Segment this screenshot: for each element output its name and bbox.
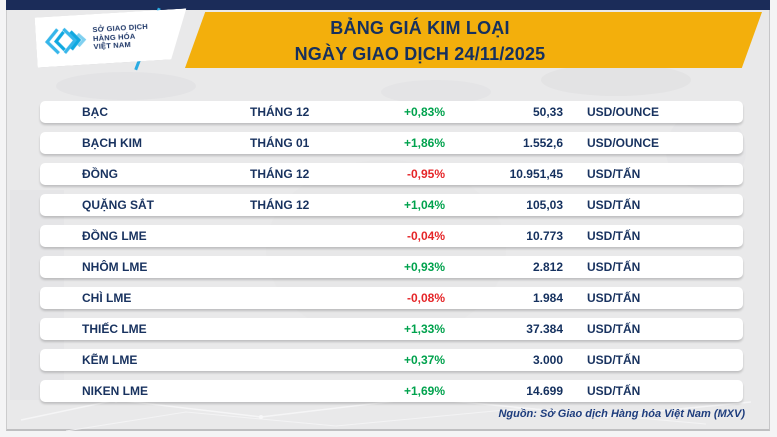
price-value: 1.984 [532,291,563,305]
price-unit: USD/OUNCE [587,136,660,150]
table-row: ĐỒNG THÁNG 12 -0,95% 10.951,45 USD/TẤN [40,163,743,185]
logo-card: SỞ GIAO DỊCH HÀNG HÓA VIỆT NAM [35,8,190,67]
price-unit: USD/TẤN [587,167,641,181]
price-value: 37.384 [526,322,563,336]
commodity-name: CHÌ LME [82,291,132,305]
commodity-name: THIẾC LME [82,322,147,336]
source-credit: Nguồn: Sở Giao dịch Hàng hóa Việt Nam (M… [498,408,745,420]
price-value: 2.812 [532,260,563,274]
contract-month: THÁNG 12 [250,167,310,181]
price-value: 10.951,45 [509,167,563,181]
table-row: QUẶNG SẮT THÁNG 12 +1,04% 105,03 USD/TẤN [40,194,743,216]
title-line-1: BẢNG GIÁ KIM LOẠI [330,18,510,38]
contract-month: THÁNG 12 [250,105,310,119]
commodity-name: BẠCH KIM [82,136,142,150]
price-unit: USD/TẤN [587,198,641,212]
price-value: 10.773 [526,229,563,243]
price-unit: USD/TẤN [587,260,641,274]
table-row: NIKEN LME +1,69% 14.699 USD/TẤN [40,380,743,402]
table-row: NHÔM LME +0,93% 2.812 USD/TẤN [40,256,743,278]
commodity-name: NIKEN LME [82,384,148,398]
commodity-name: BẠC [82,105,108,119]
price-change: +1,86% [403,136,445,150]
table-row: KẼM LME +0,37% 3.000 USD/TẤN [40,349,743,371]
price-change: -0,08% [406,291,445,305]
commodity-name: ĐỒNG [82,167,118,181]
price-change: +1,04% [403,198,445,212]
logo-text-line-3: VIỆT NAM [93,40,132,52]
price-value: 3.000 [532,353,563,367]
price-change: +0,37% [403,353,445,367]
price-value: 50,33 [532,105,563,119]
price-value: 14.699 [526,384,563,398]
price-change: +1,33% [403,322,445,336]
price-value: 1.552,6 [522,136,563,150]
mxv-logo-icon [43,24,89,57]
table-row: ĐỒNG LME -0,04% 10.773 USD/TẤN [40,225,743,247]
price-unit: USD/TẤN [587,229,641,243]
price-unit: USD/TẤN [587,291,641,305]
price-change: +0,83% [403,105,445,119]
logo-text: SỞ GIAO DỊCH HÀNG HÓA VIỆT NAM [92,23,149,52]
price-change: +0,93% [403,260,445,274]
price-change: -0,95% [406,167,445,181]
table-row: THIẾC LME +1,33% 37.384 USD/TẤN [40,318,743,340]
price-unit: USD/OUNCE [587,105,660,119]
price-unit: USD/TẤN [587,322,641,336]
price-change: +1,69% [403,384,445,398]
table-row: BẠCH KIM THÁNG 01 +1,86% 1.552,6 USD/OUN… [40,132,743,154]
contract-month: THÁNG 12 [250,198,310,212]
top-accent-bar [6,0,770,10]
price-unit: USD/TẤN [587,353,641,367]
price-table: BẠC THÁNG 12 +0,83% 50,33 USD/OUNCE BẠCH… [40,101,743,411]
page-title: BẢNG GIÁ KIM LOẠI NGÀY GIAO DỊCH 24/11/2… [185,15,655,67]
commodity-name: QUẶNG SẮT [82,198,154,212]
price-change: -0,04% [406,229,445,243]
commodity-name: ĐỒNG LME [82,229,147,243]
title-banner: BẢNG GIÁ KIM LOẠI NGÀY GIAO DỊCH 24/11/2… [185,12,762,68]
commodity-name: KẼM LME [82,353,138,367]
commodity-name: NHÔM LME [82,260,148,274]
title-line-2: NGÀY GIAO DỊCH 24/11/2025 [294,44,546,64]
contract-month: THÁNG 01 [250,136,310,150]
price-value: 105,03 [526,198,563,212]
table-row: CHÌ LME -0,08% 1.984 USD/TẤN [40,287,743,309]
price-unit: USD/TẤN [587,384,641,398]
table-row: BẠC THÁNG 12 +0,83% 50,33 USD/OUNCE [40,101,743,123]
